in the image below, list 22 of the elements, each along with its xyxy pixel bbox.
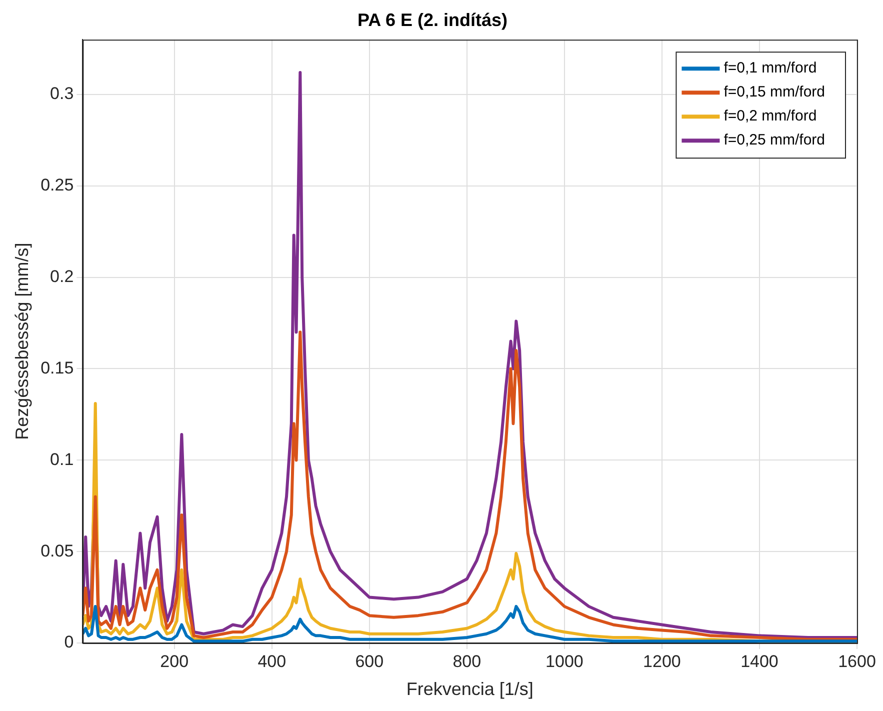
legend-label: f=0,1 mm/ford (724, 60, 817, 77)
x-axis-title: Frekvencia [1/s] (406, 679, 534, 700)
x-tick-label: 1400 (740, 652, 778, 671)
y-tick-label: 0.15 (40, 358, 74, 378)
legend-label: f=0,2 mm/ford (724, 108, 817, 125)
y-tick-label: 0.25 (40, 176, 74, 195)
x-tick-label: 1200 (643, 652, 681, 671)
x-tick-label: 600 (355, 652, 384, 671)
y-tick-label: 0.1 (50, 450, 74, 469)
legend-label: f=0,25 mm/ford (724, 132, 826, 149)
y-tick-label: 0.2 (50, 266, 74, 286)
x-tick-label: 800 (452, 652, 482, 671)
x-tick-label: 1600 (838, 652, 876, 671)
chart-title: PA 6 E (2. indítás) (357, 10, 508, 30)
legend-label: f=0,15 mm/ford (724, 84, 826, 101)
y-axis-title: Rezgéssebesség [mm/s] (12, 242, 32, 440)
x-tick-label: 200 (160, 652, 189, 671)
y-tick-label: 0.05 (40, 541, 74, 560)
y-tick-label: 0 (64, 632, 74, 652)
x-tick-label: 1000 (546, 652, 584, 671)
y-tick-label: 0.3 (50, 84, 74, 104)
x-tick-label: 400 (258, 652, 286, 671)
